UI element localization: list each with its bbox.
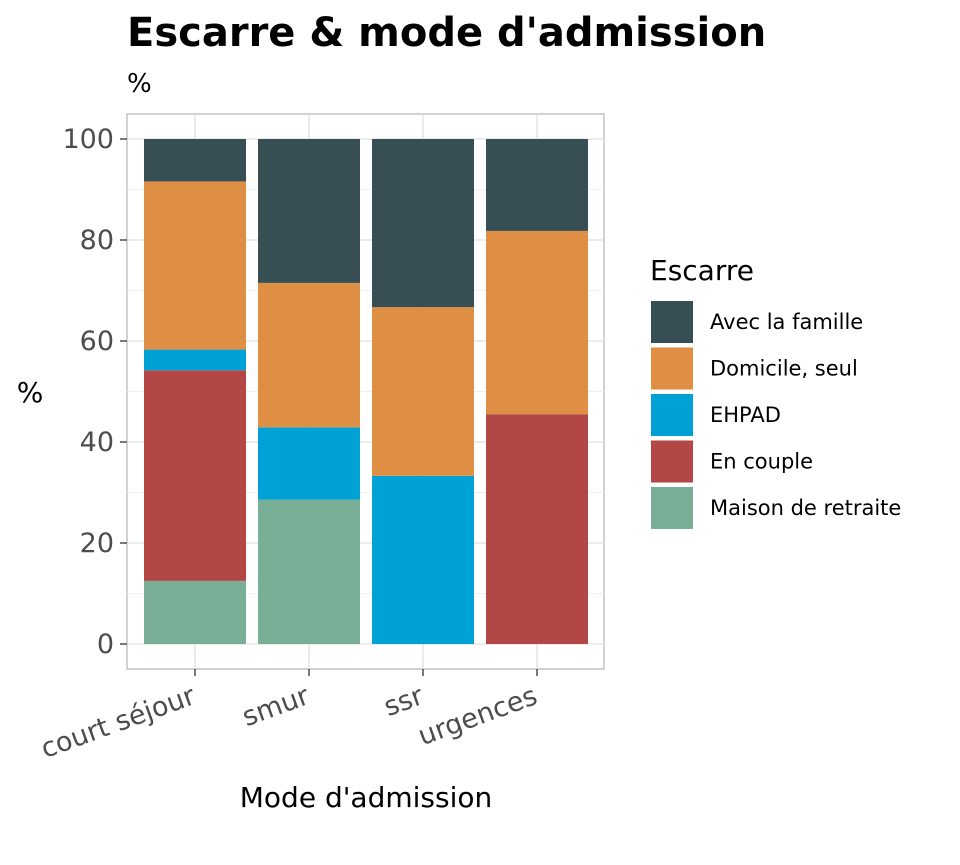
legend-label: Maison de retraite	[710, 496, 901, 520]
bar-segment	[486, 230, 588, 415]
chart-subtitle: %	[127, 69, 152, 99]
y-tick-label: 100	[62, 124, 114, 155]
bar-segment	[372, 307, 474, 476]
chart-title: Escarre & mode d'admission	[127, 10, 766, 56]
y-axis: 0 20 40 60 80 100	[62, 124, 127, 660]
bar-segment	[258, 499, 360, 644]
legend-key	[651, 347, 693, 390]
legend-key	[651, 487, 693, 529]
y-axis-title: %	[17, 376, 44, 409]
y-tick-label: 80	[80, 225, 114, 256]
bars	[144, 139, 588, 644]
bar-segment	[486, 414, 588, 644]
legend: Avec la famille Domicile, seul EHPAD En cou…	[651, 301, 901, 529]
legend-key	[651, 301, 693, 343]
y-tick-label: 60	[80, 326, 114, 357]
legend-label: Avec la famille	[710, 310, 863, 334]
legend-key	[651, 394, 693, 436]
bar-segment	[372, 139, 474, 308]
y-tick-label: 20	[80, 528, 114, 559]
bar-segment	[372, 475, 474, 644]
bar-segment	[144, 181, 246, 350]
x-axis-title: Mode d'admission	[240, 781, 492, 814]
bar-segment	[144, 349, 246, 371]
legend-label: EHPAD	[710, 403, 781, 427]
x-tick-label: urgences	[414, 680, 541, 752]
x-tick-label: smur	[238, 680, 314, 733]
legend-label: Domicile, seul	[710, 357, 858, 381]
bar-segment	[258, 282, 360, 428]
legend-title: Escarre	[650, 254, 754, 287]
bar-segment	[258, 139, 360, 283]
bar-segment	[144, 139, 246, 182]
y-tick-label: 0	[97, 629, 114, 660]
y-tick-label: 40	[80, 427, 114, 458]
bar-segment	[144, 580, 246, 644]
legend-key	[651, 440, 693, 483]
x-tick-label: court séjour	[37, 680, 200, 765]
bar-segment	[144, 370, 246, 581]
bar-segment	[258, 427, 360, 500]
bar-segment	[486, 139, 588, 231]
x-tick-label: ssr	[380, 680, 428, 723]
legend-label: En couple	[710, 450, 813, 474]
